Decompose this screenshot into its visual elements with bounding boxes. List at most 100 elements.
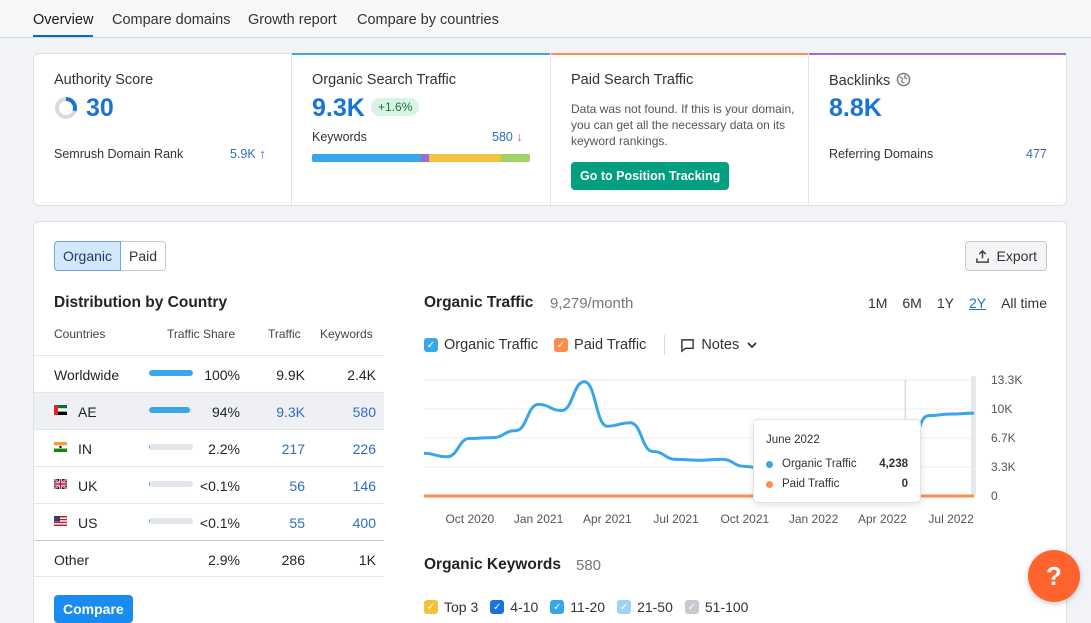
backlinks-card: Backlinks 8.8K Referring Domains 477	[809, 53, 1066, 205]
share-value: 94%	[211, 404, 240, 420]
flag-ae-icon	[54, 405, 67, 415]
legend-4-10[interactable]: ✓ 4-10	[490, 599, 538, 615]
x-tick-label: Jan 2021	[514, 512, 564, 526]
x-tick-label: Oct 2021	[720, 512, 769, 526]
range-1m[interactable]: 1M	[867, 295, 888, 311]
tooltip-organic-row: Organic Traffic 4,238	[766, 458, 908, 470]
table-row[interactable]: AE 94% 9.3K 580	[34, 392, 384, 429]
backlinks-title: Backlinks	[829, 72, 911, 89]
traffic-value[interactable]: 217	[281, 441, 305, 457]
col-traffic[interactable]: Traffic	[268, 327, 301, 341]
go-to-position-tracking-button[interactable]: Go to Position Tracking	[571, 162, 730, 190]
country-name: US	[78, 515, 98, 531]
chevron-down-icon	[747, 342, 757, 349]
organic-dot-icon	[766, 460, 773, 468]
x-tick-label: Apr 2021	[583, 512, 632, 526]
flag-us-icon	[54, 516, 67, 526]
range-2y[interactable]: 2Y	[968, 295, 987, 311]
y-tick-label: 3.3K	[991, 460, 1016, 474]
tab-compare-by-countries[interactable]: Compare by countries	[357, 12, 499, 28]
keywords-value[interactable]: 580 ↓	[492, 130, 523, 144]
card-accent	[551, 53, 808, 55]
range-6m[interactable]: 6M	[902, 295, 922, 311]
21-50-checkbox[interactable]: ✓	[617, 600, 632, 614]
top-tabs: Overview Compare domains Growth report C…	[0, 0, 1091, 38]
tab-growth-report[interactable]: Growth report	[248, 12, 337, 28]
help-button[interactable]: ?	[1028, 550, 1080, 602]
y-tick-label: 13.3K	[991, 373, 1022, 387]
legend-label: 4-10	[510, 599, 539, 615]
traffic-value[interactable]: 9.3K	[276, 404, 305, 420]
keywords-distribution-bar	[312, 154, 530, 162]
share-bar	[149, 407, 193, 413]
chart-legend: ✓ Organic Traffic ✓ Paid Traffic Notes	[424, 335, 758, 355]
table-row[interactable]: IN 2.2% 217 226	[34, 429, 384, 466]
keywords-value[interactable]: 146	[352, 478, 376, 494]
export-button[interactable]: Export	[964, 241, 1047, 271]
kwbar-segment	[429, 154, 501, 162]
col-countries[interactable]: Countries	[54, 327, 106, 341]
11-20-checkbox[interactable]: ✓	[550, 600, 565, 614]
range-1y[interactable]: 1Y	[936, 295, 954, 311]
tooltip-paid-row: Paid Traffic 0	[766, 478, 908, 490]
authority-score-value[interactable]: 30	[86, 94, 114, 122]
legend-51-100[interactable]: ✓ 51-100	[684, 599, 749, 615]
traffic-value: 286	[281, 552, 305, 568]
table-row[interactable]: US <0.1% 55 400	[34, 503, 384, 540]
4-10-checkbox[interactable]: ✓	[490, 600, 505, 614]
toggle-paid[interactable]: Paid	[121, 241, 167, 271]
y-tick-label: 6.7K	[991, 431, 1016, 445]
organic-search-traffic-card: Organic Search Traffic 9.3K +1.6% Keywor…	[292, 53, 551, 205]
tooltip-date: June 2022	[766, 434, 820, 446]
organic-traffic-chart[interactable]: 0 3.3K 6.7K 10K 13.3K Oct 2020 Jan 2021 Apr 202…	[414, 372, 1054, 532]
legend-paid-label[interactable]: Paid Traffic	[574, 337, 647, 353]
table-row[interactable]: Other 2.9% 286 1K	[34, 540, 384, 577]
toggle-organic[interactable]: Organic	[54, 241, 122, 271]
tab-compare-domains[interactable]: Compare domains	[112, 12, 231, 28]
authority-score-title: Authority Score	[54, 72, 154, 88]
traffic-value[interactable]: 56	[289, 478, 305, 494]
backlinks-value[interactable]: 8.8K	[829, 94, 882, 122]
legend-11-20[interactable]: ✓ 11-20	[550, 599, 605, 615]
authority-score-card: Authority Score 30 Semrush Domain Rank 5…	[34, 54, 292, 205]
legend-top3[interactable]: ✓ Top 3	[424, 599, 478, 615]
arrow-down-icon: ↓	[516, 130, 523, 144]
referring-domains-value[interactable]: 477	[1026, 147, 1047, 161]
table-row[interactable]: UK <0.1% 56 146	[34, 466, 384, 503]
legend-21-50[interactable]: ✓ 21-50	[617, 599, 673, 615]
paid-search-traffic-card: Paid Search Traffic Data was not found. …	[551, 53, 809, 205]
tooltip-paid-value: 0	[901, 478, 908, 490]
organic-traffic-title: Organic Search Traffic	[312, 72, 456, 88]
organic-keywords-count: 580	[576, 557, 602, 574]
notes-dropdown[interactable]: Notes	[680, 337, 758, 353]
traffic-value: 9.9K	[276, 367, 305, 383]
flag-uk-icon	[54, 479, 67, 489]
domain-rank-label: Semrush Domain Rank	[54, 147, 184, 161]
note-icon	[681, 338, 695, 353]
organic-traffic-value[interactable]: 9.3K	[312, 94, 365, 122]
x-tick-label: Oct 2020	[445, 512, 494, 526]
keywords-value[interactable]: 580	[352, 404, 376, 420]
legend-label: 51-100	[704, 599, 749, 615]
organic-checkbox[interactable]: ✓	[424, 338, 438, 352]
main-panel: Organic Paid Export Distribution by Coun…	[33, 221, 1067, 623]
range-all-time[interactable]: All time	[1001, 295, 1047, 311]
domain-rank-value[interactable]: 5.9K ↑	[230, 147, 266, 161]
col-traffic-share[interactable]: Traffic Share	[167, 327, 236, 341]
legend-organic-label[interactable]: Organic Traffic	[444, 337, 539, 353]
country-name: Worldwide	[54, 367, 120, 383]
51-100-checkbox[interactable]: ✓	[684, 600, 699, 614]
keywords-value[interactable]: 226	[352, 441, 376, 457]
date-range-selector: 1M 6M 1Y 2Y All time	[868, 295, 1047, 311]
x-tick-label: Apr 2022	[858, 512, 907, 526]
col-keywords[interactable]: Keywords	[320, 327, 373, 341]
table-row[interactable]: Worldwide 100% 9.9K 2.4K	[34, 355, 384, 392]
share-value: 2.2%	[208, 441, 240, 457]
traffic-value[interactable]: 55	[289, 515, 305, 531]
compare-button[interactable]: Compare	[54, 595, 133, 623]
tab-overview[interactable]: Overview	[33, 12, 94, 37]
top3-checkbox[interactable]: ✓	[424, 600, 438, 614]
paid-checkbox[interactable]: ✓	[554, 338, 569, 352]
organic-traffic-chart-title: Organic Traffic	[424, 294, 534, 311]
keywords-value[interactable]: 400	[352, 515, 376, 531]
